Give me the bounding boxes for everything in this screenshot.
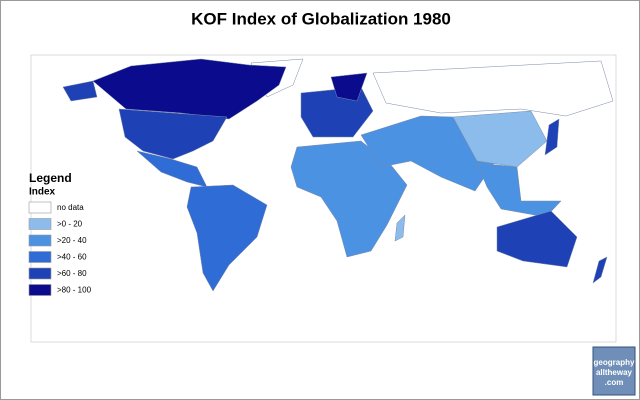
legend-label: no data (57, 203, 84, 212)
legend: Legend Index no data >0 - 20 >20 - 40 >40 -… (28, 171, 92, 296)
logo: geography alltheway .com (592, 346, 636, 396)
legend-title: Legend (29, 171, 72, 185)
legend-swatch (28, 251, 52, 263)
legend-swatch (28, 218, 52, 230)
russia (372, 60, 614, 117)
logo-text: alltheway (596, 368, 633, 377)
logo-text: geography (594, 358, 635, 367)
japan (544, 118, 560, 156)
logo-text: .com (605, 378, 624, 387)
canada (92, 58, 287, 120)
map-frame (30, 54, 617, 343)
map-title: KOF Index of Globalization 1980 (191, 9, 451, 28)
legend-label: >0 - 20 (57, 220, 83, 229)
australia (496, 210, 578, 268)
legend-swatch (28, 267, 52, 280)
legend-swatch (28, 234, 52, 247)
legend-swatch (28, 284, 52, 296)
alaska (62, 80, 98, 102)
legend-label: >20 - 40 (57, 236, 87, 245)
legend-subtitle: Index (29, 187, 56, 198)
madagascar (394, 214, 406, 242)
usa (118, 108, 228, 160)
legend-label: >40 - 60 (57, 253, 87, 262)
legend-label: >60 - 80 (57, 269, 87, 278)
china (452, 110, 548, 168)
southeast-asia (476, 162, 562, 218)
legend-label: >80 - 100 (57, 286, 92, 295)
scandinavia (330, 72, 368, 102)
countries (62, 58, 614, 292)
legend-swatch (28, 201, 52, 214)
new-zealand (592, 256, 608, 284)
logo-box (592, 346, 636, 396)
south-america (186, 184, 268, 292)
